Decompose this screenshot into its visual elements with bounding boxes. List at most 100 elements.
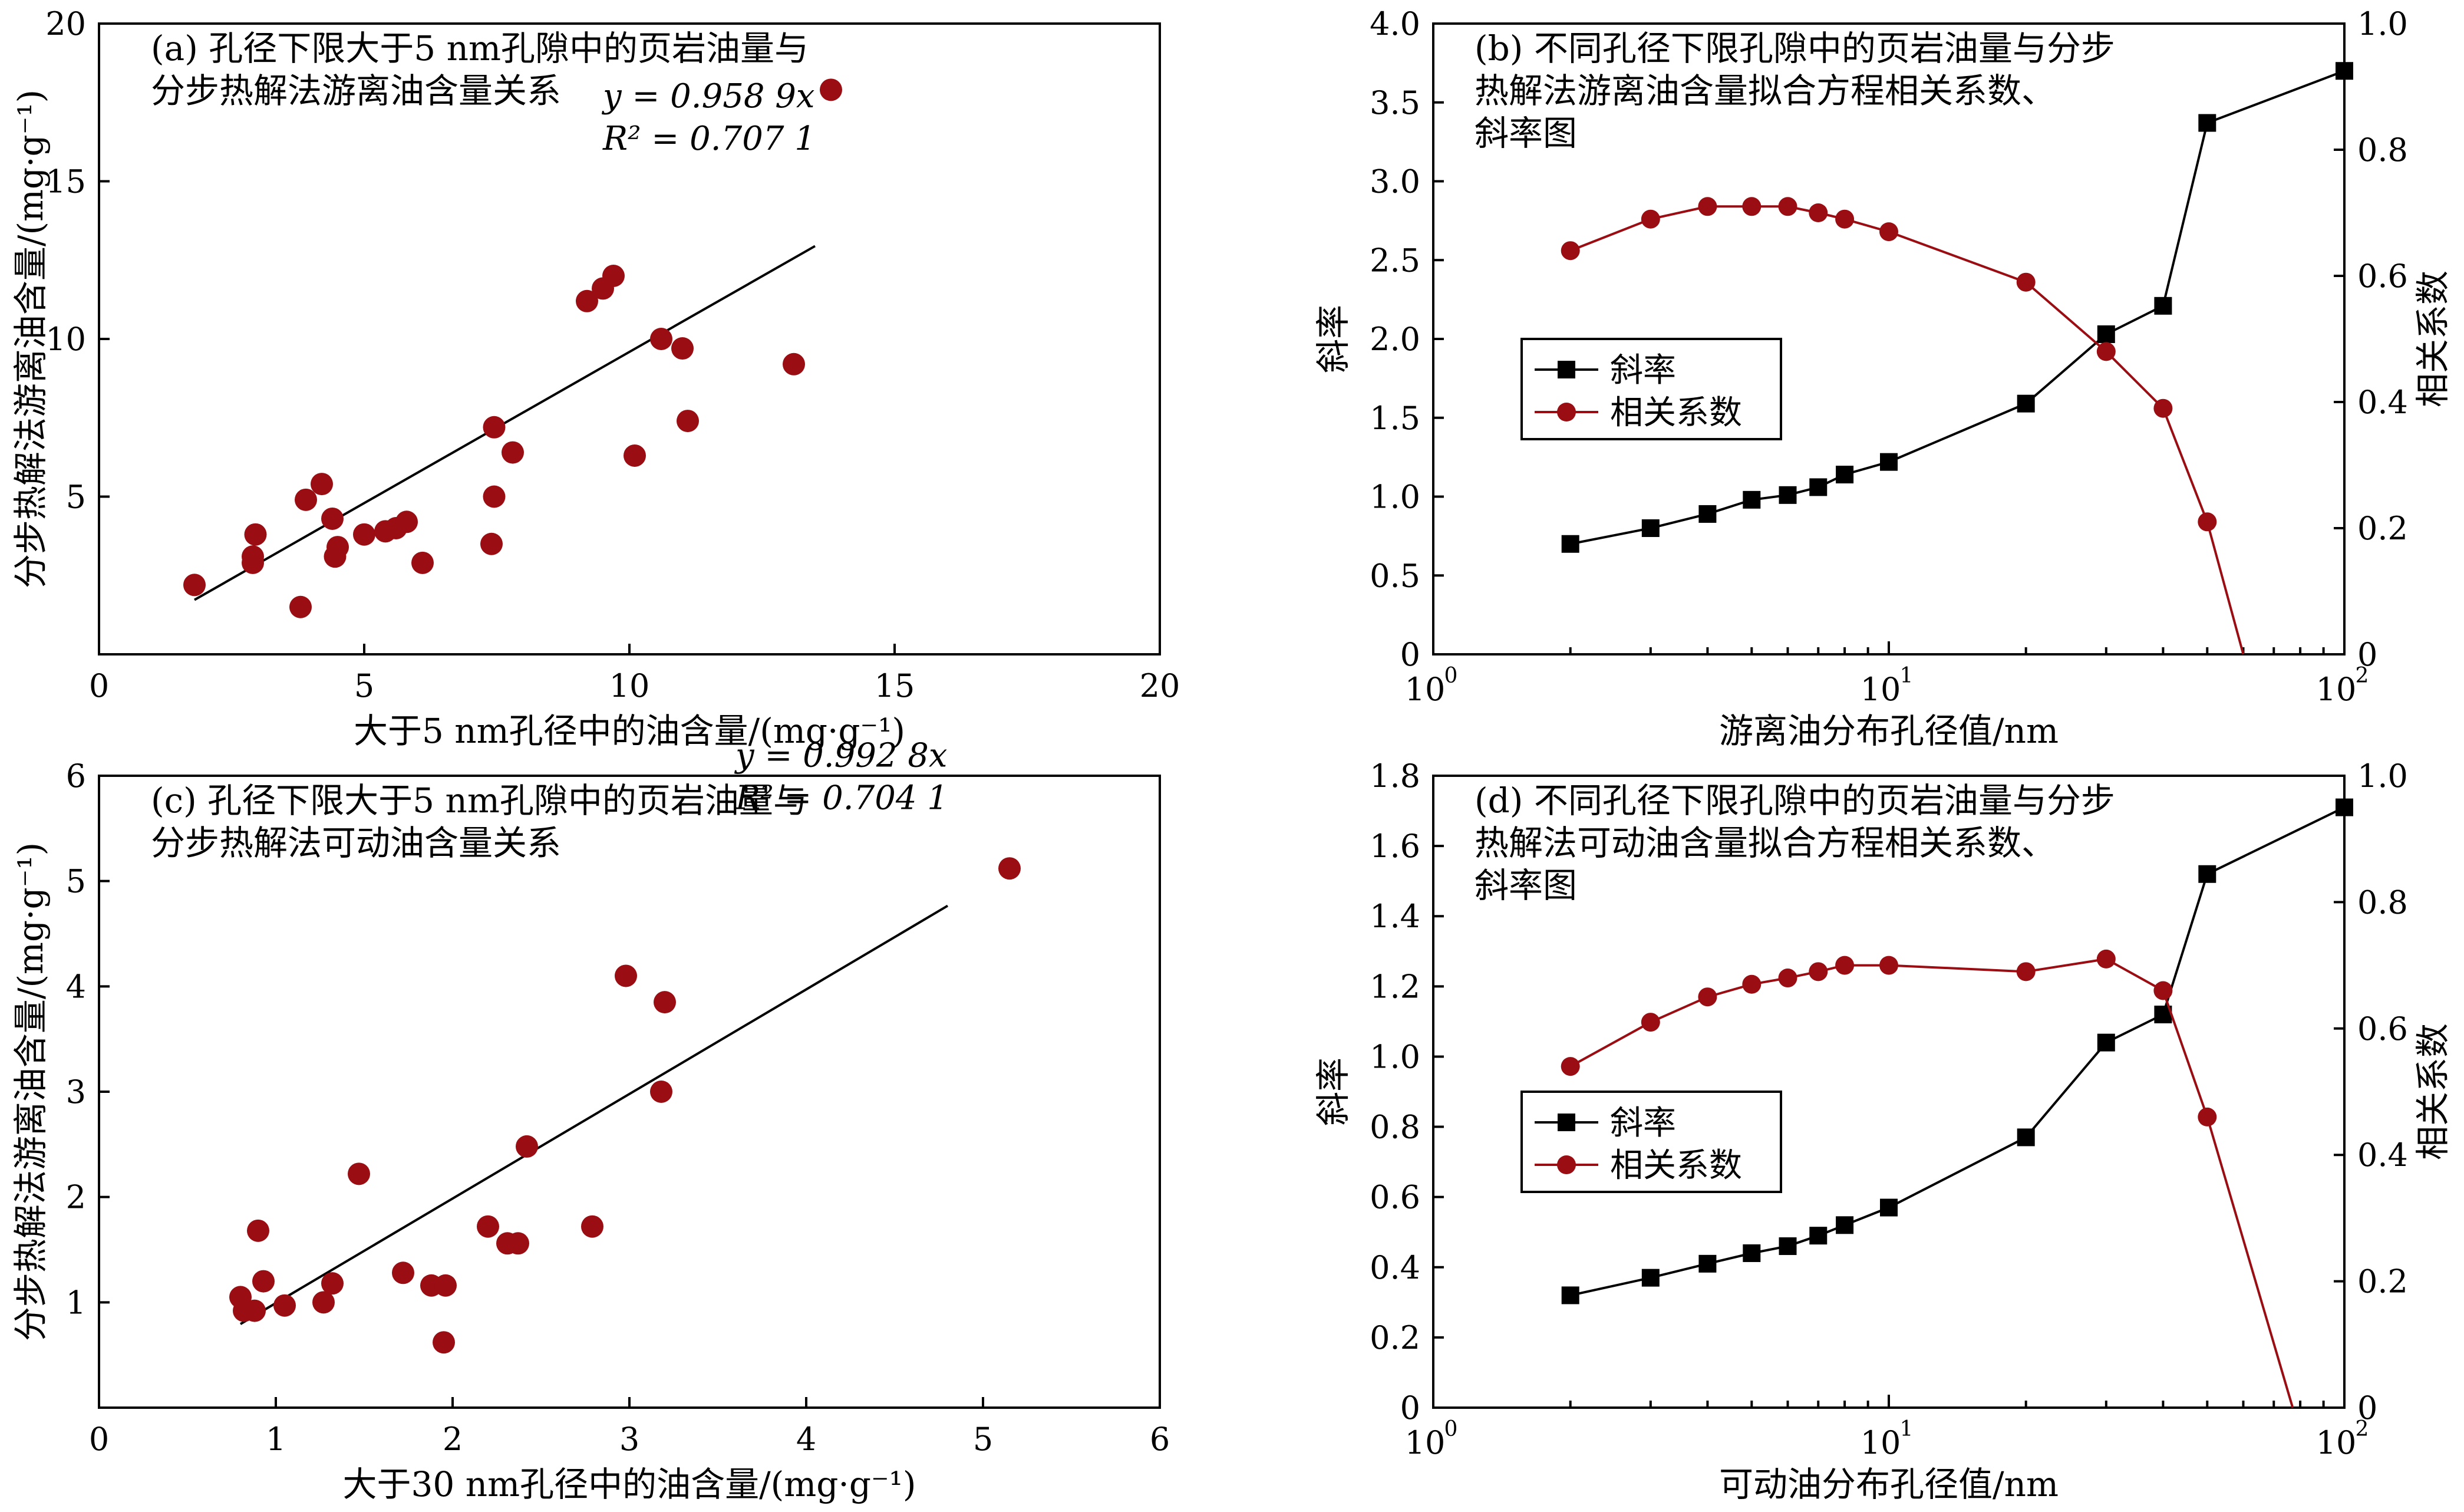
panel-d: 100 101 10200.20.40.60.81.01.21.41.61.800.…	[1313, 757, 2453, 1504]
slope-marker	[1880, 453, 1898, 471]
x-tick-label: 10	[1861, 671, 1901, 708]
correlation-marker	[1641, 1013, 1660, 1032]
fit-equation: y = 0.958 9x	[601, 77, 815, 116]
correlation-marker	[2198, 512, 2217, 532]
correlation-marker	[1809, 962, 1828, 981]
data-point	[433, 1331, 455, 1354]
x-tick-label: 2	[443, 1421, 463, 1458]
slope-marker	[2017, 394, 2035, 413]
y2-tick-label: 0.2	[2357, 1263, 2408, 1300]
legend-marker-slope	[1558, 361, 1575, 378]
data-point	[273, 1294, 296, 1317]
y2-tick-label: 0	[2357, 1389, 2377, 1427]
correlation-marker	[2153, 398, 2173, 418]
panel-title-line: (b) 不同孔径下限孔隙中的页岩油量与分步	[1475, 28, 2115, 68]
fit-line	[239, 904, 949, 1325]
correlation-marker	[2016, 962, 2036, 981]
legend-label: 相关系数	[1610, 1147, 1742, 1185]
x-tick-exponent: 2	[2356, 1417, 2369, 1441]
y-tick-label: 0.4	[1370, 1249, 1420, 1286]
x-tick-label: 15	[875, 667, 915, 704]
data-point	[411, 551, 434, 574]
data-point	[477, 1215, 499, 1238]
x-tick-label: 3	[619, 1421, 639, 1458]
slope-marker	[2017, 1128, 2035, 1147]
data-point	[654, 991, 676, 1014]
x-tick-label: 5	[973, 1421, 993, 1458]
y2-tick-label: 0.4	[2357, 384, 2408, 421]
data-point	[502, 441, 524, 464]
y2-tick-label: 0.2	[2357, 510, 2408, 547]
y-tick-label: 5	[66, 479, 86, 516]
data-point	[650, 1081, 672, 1103]
x-tick-exponent: 0	[1444, 664, 1458, 688]
data-point	[480, 532, 503, 555]
y2-axis-label: 相关系数	[2413, 271, 2453, 407]
y-tick-label: 1.6	[1370, 828, 1420, 865]
x-axis-label: 可动油分布孔径值/nm	[1719, 1464, 2059, 1504]
y-tick-label: 4	[66, 968, 86, 1005]
y-tick-label: 1.2	[1370, 968, 1420, 1005]
slope-marker	[2097, 325, 2115, 343]
x-tick-label: 0	[89, 667, 109, 704]
x-axis-label: 游离油分布孔径值/nm	[1719, 711, 2059, 751]
y-tick-label: 15	[45, 163, 86, 200]
y-axis-label: 分步热解法游离油含量/(mg·g⁻¹)	[11, 842, 51, 1341]
y2-tick-label: 0.6	[2357, 1010, 2408, 1047]
x-tick-label: 1	[266, 1421, 286, 1458]
y-tick-label: 1.0	[1370, 479, 1420, 516]
fit-line	[194, 245, 816, 601]
slope-marker	[2336, 798, 2353, 816]
slope-marker	[1561, 1286, 1579, 1305]
data-point	[516, 1135, 538, 1158]
correlation-marker	[1641, 209, 1660, 229]
slope-marker	[1641, 1269, 1660, 1287]
data-point	[311, 473, 333, 496]
y2-tick-label: 0.8	[2357, 131, 2408, 169]
panel-title-line: 分步热解法游离油含量关系	[151, 71, 561, 111]
x-tick-label: 4	[796, 1421, 816, 1458]
slope-marker	[1779, 486, 1797, 504]
data-point	[395, 510, 418, 533]
data-point	[434, 1274, 457, 1297]
y-tick-label: 1.5	[1370, 400, 1420, 437]
x-axis-label: 大于5 nm孔径中的油含量/(mg·g⁻¹)	[354, 711, 905, 751]
y-tick-label: 1.8	[1370, 757, 1420, 795]
y2-tick-label: 0.4	[2357, 1137, 2408, 1174]
data-point	[581, 1215, 603, 1238]
correlation-marker	[1778, 197, 1797, 216]
data-point	[183, 574, 206, 597]
data-point	[321, 1272, 344, 1295]
slope-marker	[1698, 1254, 1717, 1273]
data-point	[244, 523, 267, 546]
y-tick-label: 0.6	[1370, 1179, 1420, 1216]
panel-b: 100 101 10200.51.01.52.02.53.03.54.000.20.…	[1313, 5, 2453, 751]
data-point	[507, 1232, 529, 1255]
correlation-marker	[1742, 197, 1762, 216]
data-point	[243, 1299, 266, 1322]
slope-marker	[2336, 62, 2353, 80]
data-point	[602, 265, 625, 287]
y-tick-label: 6	[66, 757, 86, 795]
data-point	[576, 289, 598, 312]
y-tick-label: 0	[1400, 1389, 1420, 1427]
slope-marker	[1880, 1198, 1898, 1217]
data-point	[650, 328, 672, 350]
data-point	[326, 536, 349, 559]
slope-marker	[2198, 865, 2216, 883]
y-tick-label: 2.0	[1370, 321, 1420, 358]
legend-marker-correlation	[1557, 1155, 1576, 1174]
data-point	[348, 1162, 370, 1185]
x-tick-label: 5	[354, 667, 374, 704]
x-tick-exponent: 1	[1900, 664, 1914, 688]
y-tick-label: 0.5	[1370, 557, 1420, 594]
y-tick-label: 0.2	[1370, 1319, 1420, 1356]
series-line-slope	[1570, 806, 2345, 1297]
y2-axis-label: 相关系数	[2413, 1023, 2453, 1160]
data-point	[353, 523, 375, 546]
correlation-marker	[2096, 342, 2116, 361]
x-tick-label: 10	[1405, 1424, 1446, 1461]
y-axis-label: 分步热解法游离油含量/(mg·g⁻¹)	[11, 90, 51, 588]
